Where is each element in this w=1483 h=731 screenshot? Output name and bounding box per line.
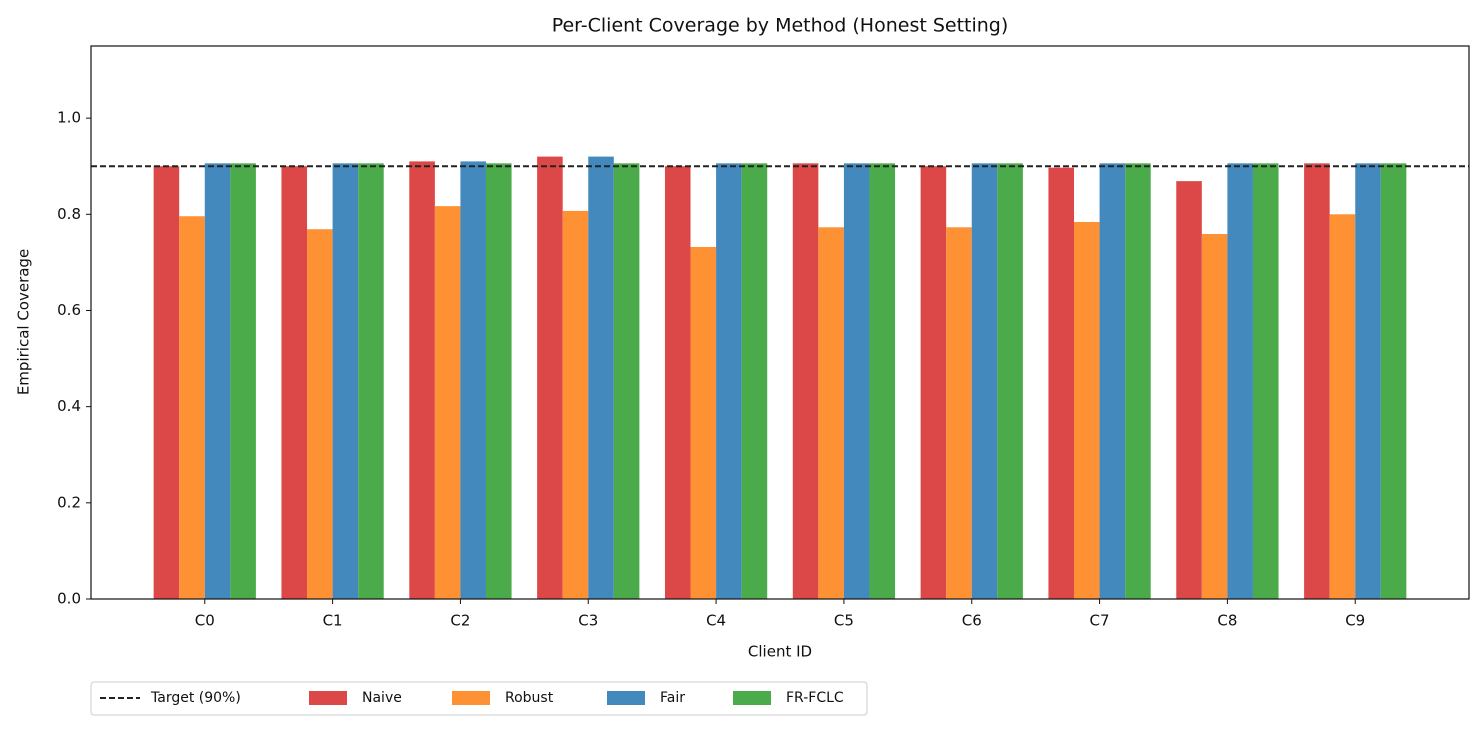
y-tick-label: 0.2 [57, 493, 81, 511]
bar [1125, 163, 1151, 600]
plot-frame [90, 45, 1470, 600]
bar [537, 156, 563, 599]
bar [562, 210, 589, 599]
bar [971, 163, 998, 600]
x-tick-label: C9 [1345, 612, 1365, 630]
chart-title: Per-Client Coverage by Method (Honest Se… [552, 15, 1009, 37]
bar [613, 163, 640, 600]
y-tick-label: 0.8 [57, 205, 81, 223]
bar [230, 163, 256, 600]
bar [869, 163, 896, 600]
x-tick-label: C5 [834, 612, 854, 630]
bar [716, 163, 742, 600]
y-tick-label: 1.0 [57, 109, 81, 127]
bar [1355, 163, 1381, 600]
x-tick-label: C4 [706, 612, 726, 630]
y-tick-label: 0.6 [57, 301, 81, 319]
bar [843, 163, 870, 600]
bar [204, 163, 231, 600]
x-tick-label: C3 [578, 612, 598, 630]
legend-label: Naive [362, 690, 402, 706]
x-tick-label: C6 [962, 612, 982, 630]
legend-swatch [607, 691, 645, 705]
bar [1329, 214, 1356, 599]
legend-swatch [309, 691, 347, 705]
bar [434, 206, 461, 599]
bar [792, 163, 819, 600]
x-tick-label: C1 [323, 612, 343, 630]
bar [332, 163, 359, 600]
x-tick-label: C7 [1090, 612, 1110, 630]
bar [946, 227, 972, 599]
bar [1380, 163, 1407, 600]
bar [920, 166, 947, 599]
x-tick-label: C2 [450, 612, 470, 630]
bar [1074, 221, 1100, 599]
bar [1099, 163, 1126, 600]
bar [1048, 167, 1075, 599]
legend-label: Target (90%) [150, 690, 241, 706]
bar [409, 161, 435, 599]
legend-label: Fair [660, 690, 685, 706]
x-tick-label: C8 [1217, 612, 1237, 630]
bar [307, 229, 333, 599]
legend-swatch [452, 691, 490, 705]
bar [153, 166, 180, 599]
x-axis-label: Client ID [748, 643, 812, 661]
bar [997, 163, 1023, 600]
legend-label: Robust [505, 690, 554, 706]
bar [1201, 234, 1228, 599]
bar [485, 163, 512, 600]
y-tick-label: 0.4 [57, 397, 81, 415]
y-axis-label: Empirical Coverage [15, 249, 33, 395]
legend-swatch [733, 691, 771, 705]
legend-label: FR-FCLC [786, 690, 844, 706]
y-tick-label: 0.0 [57, 590, 81, 608]
bar [690, 247, 717, 599]
bar [664, 166, 691, 599]
bar [1227, 163, 1253, 600]
bar [281, 166, 308, 599]
bar [1252, 163, 1279, 600]
bar [460, 161, 486, 599]
bar [588, 156, 614, 599]
bar [179, 216, 205, 599]
bar [1304, 163, 1330, 600]
bar [818, 227, 844, 599]
x-tick-label: C0 [195, 612, 215, 630]
bar [1176, 181, 1202, 600]
bar [741, 163, 768, 600]
bar [358, 163, 384, 600]
